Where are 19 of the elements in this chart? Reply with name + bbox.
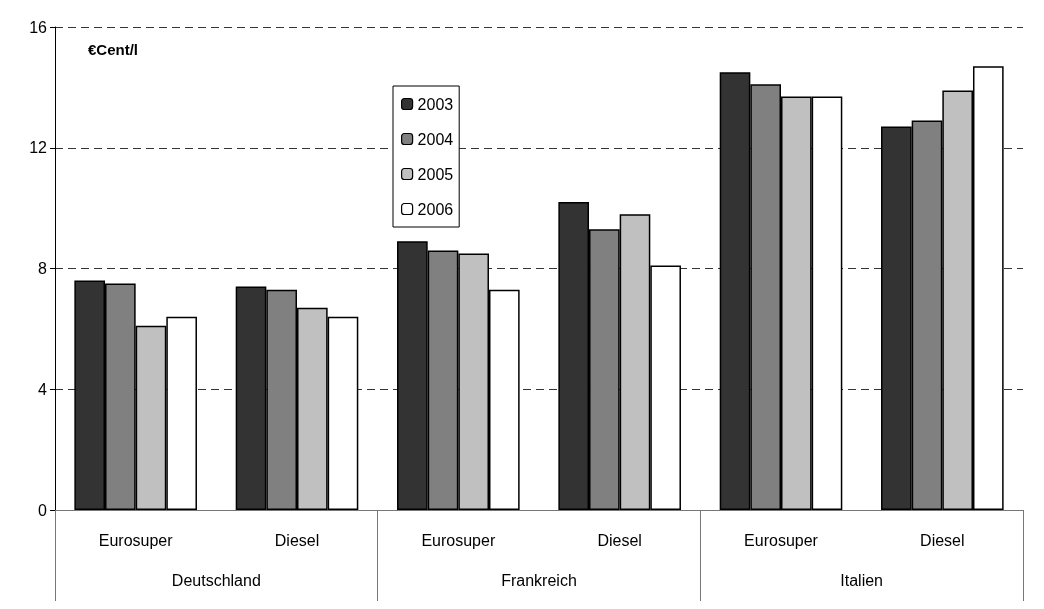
legend-label: 2006 (417, 200, 454, 218)
legend-label: 2003 (417, 95, 454, 113)
text: Italien (840, 571, 884, 589)
legend-label: 2004 (417, 130, 454, 148)
x-tick-label: Diesel (274, 531, 320, 549)
x-tick-label: Eurosuper (98, 531, 174, 549)
x-tick-label: Diesel (920, 531, 965, 549)
x-tick-label: Diesel (597, 531, 642, 549)
text: Frankreich (501, 571, 577, 589)
x-tick-label: Eurosuper (744, 531, 819, 549)
y-tick-label: 4 (38, 380, 48, 398)
y-tick-label: 8 (38, 260, 48, 277)
text: Deutschland (171, 571, 261, 589)
y-tick-label: 0 (38, 501, 48, 519)
y-tick-label: 12 (29, 139, 48, 157)
y-tick-label: 16 (29, 18, 48, 36)
legend-label: 2005 (417, 165, 454, 183)
x-tick-label: Eurosuper (421, 531, 496, 549)
y-axis-title: €Cent/l (88, 41, 139, 58)
